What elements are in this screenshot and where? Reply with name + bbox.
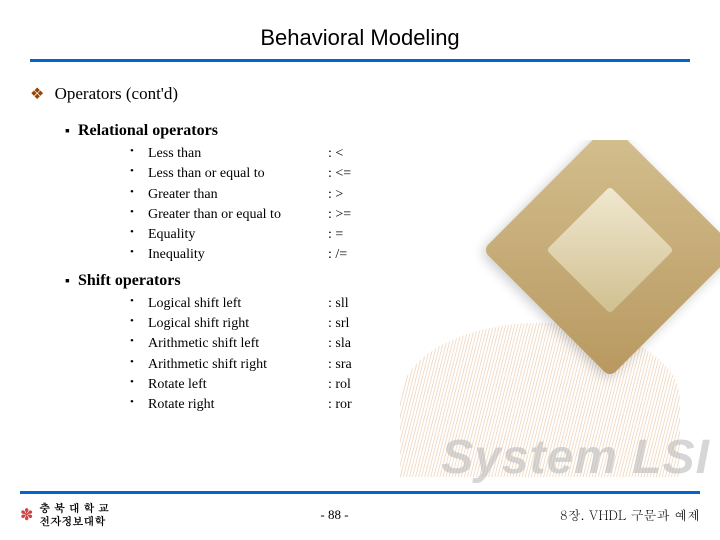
subsection-title: Relational operators (78, 122, 218, 139)
subsection-title: Shift operators (78, 272, 181, 289)
list-item: •Less than: < (130, 144, 690, 164)
dot-bullet-icon: • (130, 185, 148, 205)
slide-footer: ✽ 충 북 대 학 교 전자정보대학 - 88 - 8장. VHDL 구문과 예… (0, 491, 720, 540)
item-label: Less than (148, 144, 328, 164)
item-label: Logical shift right (148, 314, 328, 334)
item-label: Rotate right (148, 395, 328, 415)
item-list: •Logical shift left: sll•Logical shift r… (130, 294, 690, 416)
dot-bullet-icon: • (130, 205, 148, 225)
list-item: •Less than or equal to: <= (130, 164, 690, 184)
chapter-label: 8장. VHDL 구문과 예제 (560, 505, 700, 524)
item-label: Less than or equal to (148, 164, 328, 184)
list-item: •Logical shift left: sll (130, 294, 690, 314)
univ-line1: 충 북 대 학 교 (39, 502, 109, 515)
item-symbol: : sla (328, 334, 378, 354)
item-symbol: : sll (328, 294, 378, 314)
item-symbol: : >= (328, 205, 378, 225)
list-item: •Greater than: > (130, 185, 690, 205)
square-bullet-icon: ▪ (65, 124, 70, 139)
subsection-header: ▪ Shift operators (65, 272, 690, 290)
dot-bullet-icon: • (130, 144, 148, 164)
dot-bullet-icon: • (130, 245, 148, 265)
list-item: •Arithmetic shift right: sra (130, 355, 690, 375)
item-symbol: : <= (328, 164, 378, 184)
section-label: Operators (cont'd) (55, 84, 178, 103)
list-item: •Logical shift right: srl (130, 314, 690, 334)
item-symbol: : ror (328, 395, 378, 415)
item-symbol: : < (328, 144, 378, 164)
item-label: Logical shift left (148, 294, 328, 314)
footer-line (20, 491, 700, 494)
subsection: ▪Relational operators•Less than: <•Less … (65, 122, 690, 266)
footer-left: ✽ 충 북 대 학 교 전자정보대학 (20, 502, 109, 528)
dot-bullet-icon: • (130, 355, 148, 375)
dot-bullet-icon: • (130, 395, 148, 415)
list-item: •Inequality: /= (130, 245, 690, 265)
list-item: •Arithmetic shift left: sla (130, 334, 690, 354)
title-underline (30, 59, 690, 62)
watermark-text: System LSI (441, 430, 710, 485)
dot-bullet-icon: • (130, 375, 148, 395)
dot-bullet-icon: • (130, 314, 148, 334)
item-label: Greater than (148, 185, 328, 205)
list-item: •Equality: = (130, 225, 690, 245)
item-label: Inequality (148, 245, 328, 265)
list-item: •Greater than or equal to: >= (130, 205, 690, 225)
page-number: - 88 - (320, 507, 348, 523)
slide-content: Behavioral Modeling ❖ Operators (cont'd)… (0, 0, 720, 416)
item-list: •Less than: <•Less than or equal to: <=•… (130, 144, 690, 266)
item-symbol: : = (328, 225, 378, 245)
list-item: •Rotate left: rol (130, 375, 690, 395)
flower-icon: ✽ (20, 505, 33, 525)
square-bullet-icon: ▪ (65, 274, 70, 289)
item-symbol: : /= (328, 245, 378, 265)
item-symbol: : srl (328, 314, 378, 334)
subsection-header: ▪ Relational operators (65, 122, 690, 140)
university-text: 충 북 대 학 교 전자정보대학 (39, 502, 109, 528)
item-symbol: : rol (328, 375, 378, 395)
dot-bullet-icon: • (130, 334, 148, 354)
item-label: Equality (148, 225, 328, 245)
item-label: Arithmetic shift right (148, 355, 328, 375)
item-label: Greater than or equal to (148, 205, 328, 225)
diamond-bullet-icon: ❖ (30, 86, 44, 103)
item-label: Arithmetic shift left (148, 334, 328, 354)
item-label: Rotate left (148, 375, 328, 395)
dot-bullet-icon: • (130, 294, 148, 314)
univ-line2: 전자정보대학 (39, 515, 109, 528)
item-symbol: : sra (328, 355, 378, 375)
slide-title: Behavioral Modeling (30, 25, 690, 51)
subsection: ▪Shift operators•Logical shift left: sll… (65, 272, 690, 416)
item-symbol: : > (328, 185, 378, 205)
dot-bullet-icon: • (130, 225, 148, 245)
dot-bullet-icon: • (130, 164, 148, 184)
section-header: ❖ Operators (cont'd) (30, 84, 690, 104)
list-item: •Rotate right: ror (130, 395, 690, 415)
